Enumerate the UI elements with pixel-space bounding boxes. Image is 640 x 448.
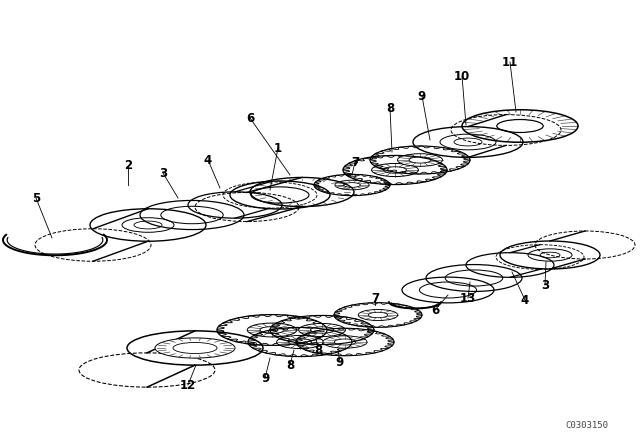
Ellipse shape bbox=[299, 323, 346, 336]
Text: 4: 4 bbox=[521, 293, 529, 306]
Text: 6: 6 bbox=[246, 112, 254, 125]
Text: 7: 7 bbox=[371, 292, 379, 305]
Ellipse shape bbox=[335, 180, 369, 190]
Text: C0303150: C0303150 bbox=[565, 421, 608, 430]
Text: 3: 3 bbox=[541, 279, 549, 292]
Polygon shape bbox=[147, 331, 195, 387]
Ellipse shape bbox=[397, 154, 442, 166]
Ellipse shape bbox=[343, 155, 447, 185]
Polygon shape bbox=[468, 115, 506, 157]
Ellipse shape bbox=[248, 327, 352, 357]
Ellipse shape bbox=[372, 164, 419, 177]
Ellipse shape bbox=[370, 146, 470, 174]
Ellipse shape bbox=[296, 328, 394, 356]
Text: 12: 12 bbox=[180, 379, 196, 392]
Text: 1: 1 bbox=[274, 142, 282, 155]
Text: 11: 11 bbox=[502, 56, 518, 69]
Text: 3: 3 bbox=[159, 167, 167, 180]
Text: 5: 5 bbox=[32, 191, 40, 204]
Text: 6: 6 bbox=[431, 303, 439, 316]
Ellipse shape bbox=[217, 314, 327, 345]
Ellipse shape bbox=[155, 338, 235, 358]
Ellipse shape bbox=[276, 336, 323, 349]
Text: 10: 10 bbox=[454, 69, 470, 82]
Text: 4: 4 bbox=[204, 154, 212, 167]
Polygon shape bbox=[93, 209, 148, 261]
Text: 2: 2 bbox=[124, 159, 132, 172]
Text: 7: 7 bbox=[351, 155, 359, 168]
Polygon shape bbox=[510, 245, 540, 277]
Polygon shape bbox=[235, 182, 270, 218]
Text: 13: 13 bbox=[460, 292, 476, 305]
Ellipse shape bbox=[314, 174, 390, 196]
Ellipse shape bbox=[334, 303, 422, 327]
Text: 8: 8 bbox=[286, 358, 294, 371]
Polygon shape bbox=[247, 177, 302, 222]
Ellipse shape bbox=[270, 315, 374, 345]
Text: 8: 8 bbox=[386, 102, 394, 115]
Ellipse shape bbox=[247, 323, 297, 337]
Ellipse shape bbox=[358, 310, 398, 321]
Ellipse shape bbox=[323, 336, 367, 348]
Polygon shape bbox=[550, 231, 585, 269]
Text: 9: 9 bbox=[261, 371, 269, 384]
Text: 9: 9 bbox=[336, 356, 344, 369]
Text: 9: 9 bbox=[418, 90, 426, 103]
Text: 8: 8 bbox=[314, 344, 322, 357]
